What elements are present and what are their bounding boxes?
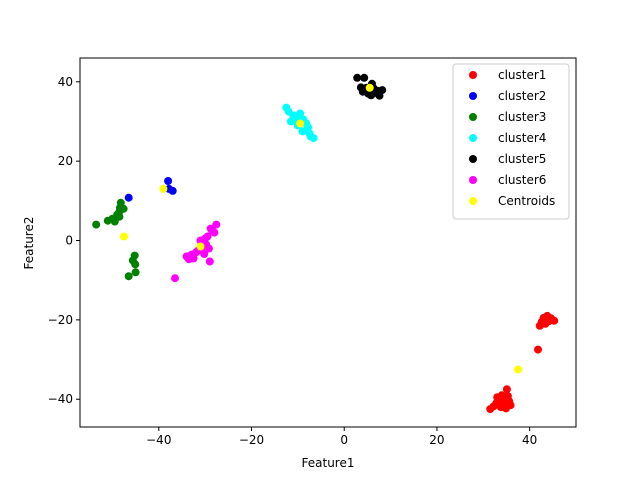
cluster4-point-10: [304, 123, 313, 132]
legend-marker-cluster3: [469, 113, 477, 121]
Centroids-point-4: [365, 83, 374, 92]
cluster5-point-0: [353, 73, 362, 82]
cluster1-point-14: [498, 398, 507, 407]
cluster6-point-11: [203, 232, 212, 241]
x-tick-label: 0: [340, 433, 348, 447]
points-layer: [92, 73, 559, 414]
cluster3-point-13: [131, 268, 140, 277]
legend-label-cluster3: cluster3: [498, 110, 546, 124]
Centroids-point-1: [159, 184, 168, 193]
cluster1-point-23: [550, 316, 559, 325]
cluster3-point-9: [115, 212, 124, 221]
legend-label-cluster5: cluster5: [498, 152, 546, 166]
legend-marker-cluster6: [469, 176, 477, 184]
series-cluster6: [171, 220, 221, 283]
cluster2-point-3: [168, 186, 177, 195]
series-cluster1: [486, 311, 559, 414]
cluster5-point-11: [378, 86, 387, 95]
x-tick-label: −40: [146, 433, 171, 447]
cluster3-point-0: [92, 220, 101, 229]
legend-label-Centroids: Centroids: [498, 194, 555, 208]
cluster4-point-13: [309, 134, 318, 143]
series-Centroids: [120, 83, 523, 374]
cluster6-point-0: [171, 274, 179, 283]
series-cluster2: [124, 177, 177, 202]
cluster4-point-14: [292, 113, 301, 122]
y-tick-label: 0: [65, 234, 73, 248]
x-tick-label: 20: [429, 433, 444, 447]
Centroids-point-5: [196, 242, 205, 251]
y-tick-label: 20: [58, 154, 73, 168]
legend-marker-cluster5: [469, 155, 477, 163]
cluster1-point-13: [506, 401, 515, 410]
cluster5-point-12: [356, 83, 365, 92]
legend-marker-cluster1: [469, 71, 477, 79]
x-tick-label: −20: [239, 433, 264, 447]
cluster4-point-7: [298, 127, 307, 136]
cluster2-point-1: [164, 177, 173, 185]
Centroids-point-0: [514, 365, 523, 374]
y-axis-label: Feature2: [22, 217, 36, 270]
legend-label-cluster2: cluster2: [498, 89, 546, 103]
Centroids-point-2: [120, 232, 128, 241]
series-cluster4: [282, 103, 318, 143]
cluster6-point-4: [189, 254, 198, 263]
cluster6-point-18: [200, 250, 209, 258]
cluster3-point-12: [131, 260, 140, 269]
cluster2-point-0: [124, 193, 133, 202]
legend-label-cluster6: cluster6: [498, 173, 546, 187]
x-axis-ticks: −40 −20 0 20 40: [146, 427, 537, 447]
cluster6-point-13: [205, 257, 214, 266]
cluster6-point-12: [204, 244, 213, 253]
cluster6-point-16: [210, 228, 219, 237]
legend: cluster1 cluster2 cluster3 cluster4 cluster5…: [452, 63, 570, 220]
cluster3-point-8: [119, 204, 128, 213]
y-tick-label: −20: [48, 313, 73, 327]
y-axis-ticks: −40 −20 0 20 40: [48, 75, 80, 406]
y-tick-label: −40: [48, 392, 73, 406]
y-tick-label: 40: [58, 75, 73, 89]
x-tick-label: 40: [522, 433, 537, 447]
cluster1-point-15: [534, 345, 542, 354]
plot-frame: [79, 57, 577, 428]
cluster3-point-7: [116, 198, 125, 207]
cluster6-point-17: [212, 220, 221, 229]
x-axis-label: Feature1: [302, 456, 355, 470]
cluster5-point-2: [360, 73, 369, 82]
Centroids-point-3: [296, 119, 305, 128]
legend-marker-cluster2: [469, 92, 477, 100]
legend-label-cluster1: cluster1: [498, 68, 546, 82]
legend-box: [452, 63, 570, 220]
cluster1-point-10: [502, 385, 511, 394]
cluster3-point-10: [124, 272, 133, 281]
legend-label-cluster4: cluster4: [498, 131, 546, 145]
legend-marker-cluster4: [469, 134, 477, 142]
series-cluster3: [92, 198, 140, 281]
cluster3-point-14: [130, 251, 139, 260]
legend-marker-Centroids: [469, 197, 477, 205]
